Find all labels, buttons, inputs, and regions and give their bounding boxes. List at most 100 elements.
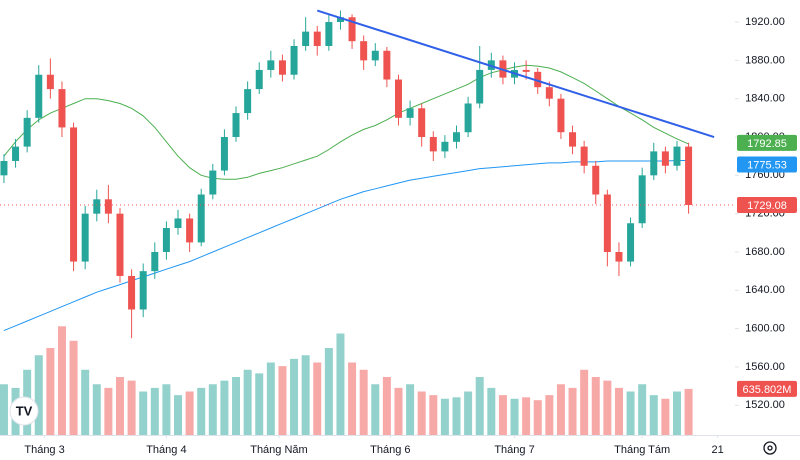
candle-body [58,89,66,128]
candle-body [232,113,240,138]
x-tick-label: Tháng 7 [494,444,534,456]
svg-text:TV: TV [16,403,33,418]
volume-bar [638,384,647,435]
volume-bar [185,391,194,435]
volume-bar [533,400,542,435]
candle-body [46,74,54,90]
candle-body [302,31,310,46]
price-badge-label: 1775.53 [747,159,787,171]
volume-bar [510,398,519,435]
price-badge-label: 1729.08 [747,200,787,212]
candle-body [116,213,124,276]
candle-body [685,146,693,205]
volume-bar [649,395,658,435]
x-tick-label: Tháng 4 [146,444,186,456]
y-tick-label: 1880.00 [745,54,785,66]
volume-bar [545,395,554,435]
candle-body [35,74,43,118]
volume-bar [348,362,357,435]
volume-bar [429,395,438,435]
candle-body [290,45,298,75]
candle-body [429,137,437,152]
volume-bar [614,387,623,435]
volume-bar [672,391,681,435]
settings-icon[interactable] [763,441,777,455]
candle-body [394,79,402,118]
candle-body [336,17,344,23]
candle-body [220,137,228,171]
y-tick-label: 1840.00 [745,93,785,105]
volume-bar [46,348,55,435]
volume-bar [208,384,217,435]
volume-bar [69,340,78,435]
candle-body [673,146,681,166]
volume-bar [301,355,310,435]
candle-body [371,50,379,61]
volume-bar [197,387,206,435]
candle-body [0,160,8,176]
candle-body [151,251,159,272]
volume-bar [278,366,287,435]
candle-body [174,218,182,229]
candle-body [70,127,78,262]
volume-bar [243,369,252,435]
volume-bar [394,387,403,435]
volume-layer [0,326,693,435]
logo: TV [9,396,39,426]
volume-bar [603,380,612,435]
candle-body [603,194,611,252]
candle-body [348,17,356,42]
candle-body [93,199,101,214]
candle-body [383,50,391,80]
candle-body [661,151,669,166]
x-tick-label: 21 [711,444,723,456]
candle-body [12,146,20,161]
volume-bar [452,397,461,435]
volume-bar [162,384,171,435]
price-badge [737,196,797,213]
candle-body [244,89,252,114]
volume-bar [359,369,368,435]
volume-bar [475,377,484,435]
price-layer [0,9,735,339]
price-badge [737,134,797,151]
volume-bar [115,377,124,435]
moving-average [3,64,689,180]
volume-bar [406,384,415,435]
candle-body [453,132,461,142]
volume-bar [0,384,8,435]
volume-bar [498,395,507,435]
candle-body [197,194,205,243]
volume-bar [556,384,565,435]
candle-body [534,71,542,88]
volume-bar [464,391,473,435]
x-tick-label: Tháng Năm [250,444,307,456]
y-tick-label: 1560.00 [745,361,785,373]
candle-body [522,69,530,72]
trend-line [316,9,715,138]
volume-bar [139,391,148,435]
volume-bar [591,377,600,435]
candle-body [267,60,275,70]
volume-bar [232,377,241,435]
volume-bar [522,397,531,435]
volume-bar [34,355,43,435]
y-tick-label: 1600.00 [745,323,785,335]
price-badge-label: 635.802M [743,384,792,396]
candle-body [557,98,565,133]
candle-body [255,69,263,90]
axes: 1520.001560.001600.001640.001680.001720.… [24,16,797,456]
volume-bar [220,380,229,435]
candle-body [278,60,286,75]
y-tick-label: 1920.00 [745,16,785,28]
candle-body [627,223,635,262]
volume-bar [174,395,183,435]
volume-bar [580,369,589,435]
candle-body [441,141,449,152]
candle-body [104,199,112,214]
volume-bar [266,362,275,435]
volume-bar [290,358,299,435]
volume-bar [104,387,113,435]
candle-body [592,165,600,195]
candle-body [325,22,333,46]
